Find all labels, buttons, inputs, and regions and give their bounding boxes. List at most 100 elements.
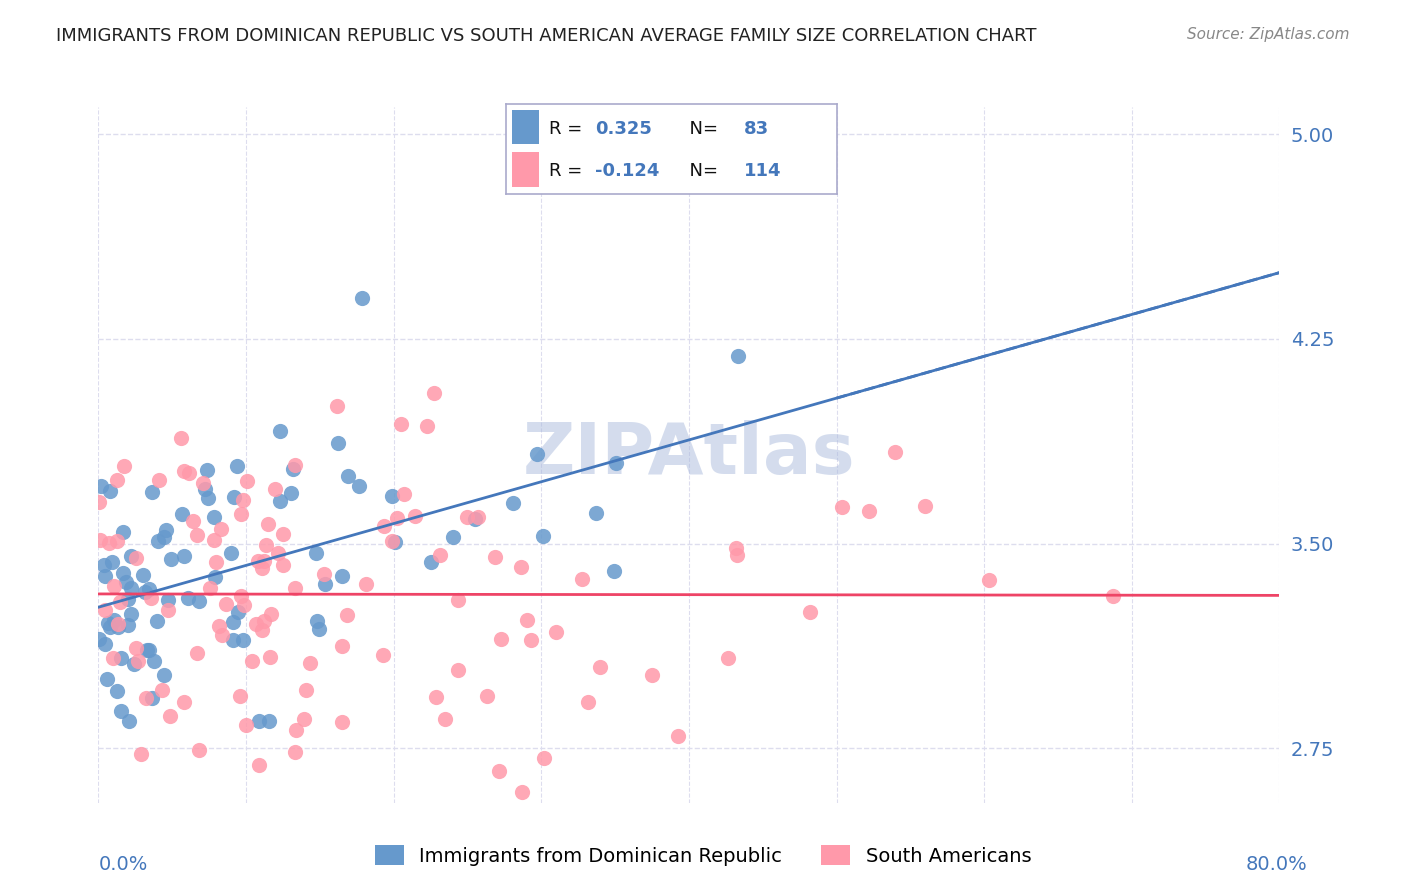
- Point: [298, 656, 321, 670]
- Point: [392, 487, 415, 501]
- Point: [292, 713, 315, 727]
- Point: [129, 747, 152, 761]
- Point: [173, 464, 195, 478]
- Point: [155, 523, 177, 537]
- Point: [423, 385, 446, 400]
- Point: [136, 642, 159, 657]
- Point: [138, 643, 160, 657]
- Point: [294, 683, 316, 698]
- Point: [305, 546, 328, 560]
- Point: [314, 577, 336, 591]
- Point: [103, 613, 125, 627]
- Point: [219, 546, 242, 560]
- Point: [605, 456, 627, 470]
- Point: [117, 714, 139, 728]
- Point: [112, 566, 135, 580]
- Point: [385, 510, 408, 524]
- Point: [389, 417, 412, 431]
- Point: [354, 577, 377, 591]
- Point: [429, 548, 451, 562]
- Text: 0.0%: 0.0%: [98, 855, 148, 874]
- Point: [531, 529, 554, 543]
- Point: [107, 617, 129, 632]
- Point: [94, 568, 117, 582]
- Point: [107, 620, 129, 634]
- Point: [727, 349, 749, 363]
- Point: [585, 506, 607, 520]
- Point: [197, 491, 219, 505]
- Point: [240, 654, 263, 668]
- Point: [235, 474, 257, 488]
- Point: [484, 549, 506, 564]
- Point: [112, 458, 135, 473]
- Point: [94, 603, 117, 617]
- Point: [544, 625, 567, 640]
- Point: [489, 632, 512, 647]
- Point: [336, 607, 359, 622]
- Point: [269, 425, 291, 439]
- Point: [146, 533, 169, 548]
- Point: [170, 507, 193, 521]
- Point: [156, 592, 179, 607]
- Point: [305, 614, 328, 628]
- Point: [252, 561, 274, 575]
- Point: [576, 695, 599, 709]
- Point: [284, 582, 307, 596]
- Point: [502, 496, 524, 510]
- Point: [183, 514, 205, 528]
- Point: [419, 555, 441, 569]
- Point: [160, 552, 183, 566]
- Point: [250, 623, 273, 637]
- Point: [141, 485, 163, 500]
- Text: 80.0%: 80.0%: [1246, 855, 1308, 874]
- Point: [433, 712, 456, 726]
- Point: [257, 516, 280, 531]
- Point: [326, 436, 349, 450]
- Point: [253, 554, 276, 568]
- Point: [131, 568, 153, 582]
- Legend: Immigrants from Dominican Republic, South Americans: Immigrants from Dominican Republic, Sout…: [367, 838, 1039, 873]
- Point: [138, 582, 160, 596]
- Point: [725, 548, 748, 562]
- Point: [280, 485, 302, 500]
- Point: [229, 690, 252, 704]
- Point: [884, 445, 907, 459]
- Point: [516, 614, 538, 628]
- Point: [152, 668, 174, 682]
- Point: [253, 615, 276, 629]
- Point: [281, 462, 304, 476]
- Point: [257, 714, 280, 728]
- Point: [110, 704, 132, 718]
- Point: [271, 526, 294, 541]
- Point: [173, 549, 195, 563]
- Point: [226, 605, 249, 619]
- Point: [148, 473, 170, 487]
- Point: [464, 512, 486, 526]
- Point: [446, 663, 468, 677]
- Point: [245, 617, 267, 632]
- Point: [204, 570, 226, 584]
- Point: [330, 569, 353, 583]
- Point: [831, 500, 853, 515]
- Point: [603, 564, 626, 578]
- Point: [259, 649, 281, 664]
- Point: [103, 579, 125, 593]
- Point: [235, 717, 257, 731]
- Point: [110, 650, 132, 665]
- Point: [533, 750, 555, 764]
- Point: [381, 489, 404, 503]
- Point: [641, 668, 664, 682]
- Point: [330, 639, 353, 653]
- Point: [247, 714, 270, 728]
- Point: [173, 695, 195, 709]
- Point: [120, 607, 142, 621]
- Point: [404, 509, 426, 524]
- Point: [177, 467, 200, 481]
- Point: [194, 483, 217, 497]
- Point: [308, 622, 330, 636]
- Point: [381, 533, 404, 548]
- Point: [188, 594, 211, 608]
- Point: [89, 533, 111, 547]
- Point: [247, 758, 270, 772]
- Point: [914, 499, 936, 513]
